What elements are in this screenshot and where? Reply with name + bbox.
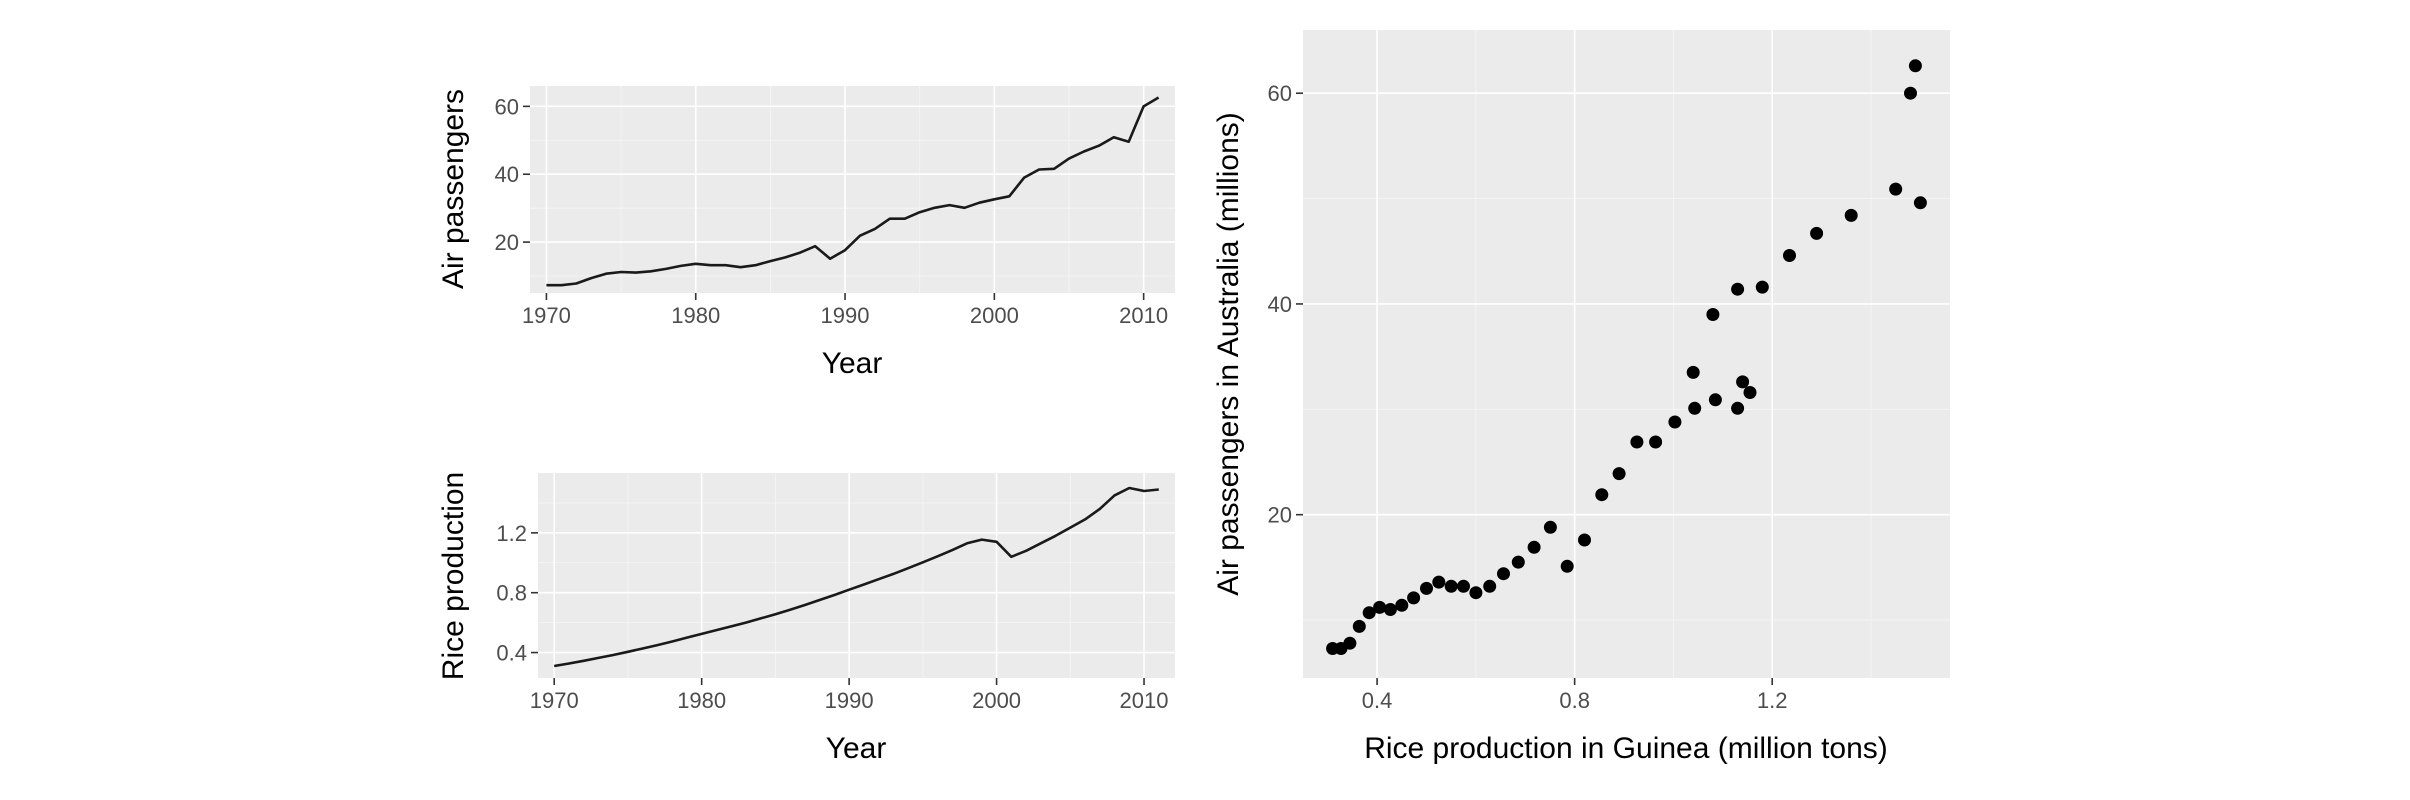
scatter-point — [1543, 520, 1557, 534]
x-tick-label: 2000 — [972, 688, 1021, 713]
scatter-point — [1407, 591, 1421, 605]
y-axis-title: Air passengers — [437, 89, 470, 289]
x-tick-label: 2000 — [970, 303, 1019, 328]
axis-ticks: 1970 1980 1990 2000 2010 20 40 60 — [495, 94, 1169, 328]
scatter-point — [1395, 598, 1409, 612]
x-axis-title: Rice production in Guinea (million tons) — [1364, 732, 1888, 765]
scatter-point — [1731, 282, 1745, 296]
x-tick-label: 1970 — [522, 303, 571, 328]
data-marks — [1326, 59, 1927, 655]
plot-panel — [538, 473, 1175, 678]
scatter-point — [1708, 393, 1722, 407]
scatter-point — [1578, 533, 1591, 547]
x-axis-title: Year — [826, 732, 887, 765]
scatter-point — [1736, 375, 1750, 389]
scatter-point — [1706, 308, 1720, 321]
scatter-point — [1527, 540, 1541, 554]
gridlines — [538, 473, 1175, 678]
scatter-point — [1686, 365, 1700, 379]
scatter-point — [1668, 415, 1682, 429]
scatter-point — [1630, 435, 1644, 449]
scatter-point — [1560, 559, 1574, 573]
scatter-point — [1649, 435, 1663, 449]
scatter-point — [1352, 619, 1366, 633]
x-tick-label: 1980 — [677, 688, 726, 713]
x-tick-label: 0.4 — [1362, 688, 1393, 713]
scatter-point — [1908, 59, 1922, 73]
scatter-point — [1373, 600, 1387, 614]
x-tick-label: 1990 — [825, 688, 874, 713]
data-marks — [553, 486, 1159, 668]
series-line — [546, 96, 1160, 287]
x-tick-label: 1990 — [821, 303, 870, 328]
y-tick-label: 0.4 — [496, 641, 527, 666]
scatter-point — [1483, 579, 1497, 593]
axis-ticks: 0.4 0.8 1.2 20 40 60 — [1268, 81, 1788, 713]
scatter-point — [1432, 575, 1446, 589]
scatter-point — [1904, 86, 1917, 100]
scatter-point — [1497, 567, 1510, 581]
scatter-point — [1889, 182, 1903, 196]
gridlines — [530, 86, 1175, 293]
scatter-point — [1688, 401, 1702, 415]
x-axis-title: Year — [822, 347, 883, 380]
y-tick-label: 60 — [495, 94, 519, 119]
scatter-point — [1913, 196, 1927, 210]
x-tick-label: 1970 — [530, 688, 579, 713]
data-marks — [546, 96, 1160, 287]
x-tick-label: 1.2 — [1757, 688, 1788, 713]
y-tick-label: 20 — [1268, 503, 1292, 528]
plot-panel — [1303, 30, 1950, 678]
x-tick-label: 2010 — [1120, 688, 1169, 713]
scatter-point — [1612, 467, 1626, 481]
scatter-point — [1595, 488, 1609, 502]
scatter-point — [1383, 603, 1397, 616]
scatter-point — [1810, 226, 1824, 240]
axis-ticks: 1970 1980 1990 2000 2010 0.4 0.8 1.2 — [496, 521, 1168, 713]
scatter-point — [1469, 586, 1483, 600]
scatter-point — [1783, 249, 1796, 262]
y-axis-title: Air passengers in Australia (millions) — [1212, 112, 1245, 596]
scatter-point — [1743, 386, 1757, 399]
scatter-point — [1444, 579, 1458, 593]
scatter-point — [1420, 581, 1433, 595]
scatter-point — [1511, 555, 1525, 569]
scatter-point — [1731, 401, 1745, 415]
y-axis-title: Rice production — [437, 472, 470, 680]
scatter-point — [1362, 606, 1376, 620]
y-tick-label: 20 — [495, 230, 519, 255]
series-line — [553, 486, 1159, 668]
y-tick-label: 1.2 — [496, 521, 527, 546]
scatter-point — [1844, 208, 1858, 222]
y-tick-label: 0.8 — [496, 581, 527, 606]
plot-panel — [530, 86, 1175, 293]
rice-production-time-series-chart: 1970 1980 1990 2000 2010 0.4 0.8 1.2 Year Rice … — [437, 472, 1175, 765]
x-tick-label: 1980 — [671, 303, 720, 328]
scatter-point — [1457, 579, 1470, 593]
y-tick-label: 60 — [1268, 81, 1292, 106]
gridlines — [1303, 30, 1950, 678]
x-tick-label: 2010 — [1119, 303, 1168, 328]
air-passengers-time-series-chart: 1970 1980 1990 2000 2010 20 40 60 Year Air pass… — [437, 86, 1175, 380]
y-tick-label: 40 — [495, 162, 519, 187]
air-passengers-vs-rice-scatter-chart: 0.4 0.8 1.2 20 40 60 Rice production in Guine… — [1212, 30, 1950, 765]
scatter-point — [1343, 636, 1357, 650]
scatter-point — [1755, 280, 1769, 294]
x-tick-label: 0.8 — [1559, 688, 1590, 713]
y-tick-label: 40 — [1268, 292, 1292, 317]
